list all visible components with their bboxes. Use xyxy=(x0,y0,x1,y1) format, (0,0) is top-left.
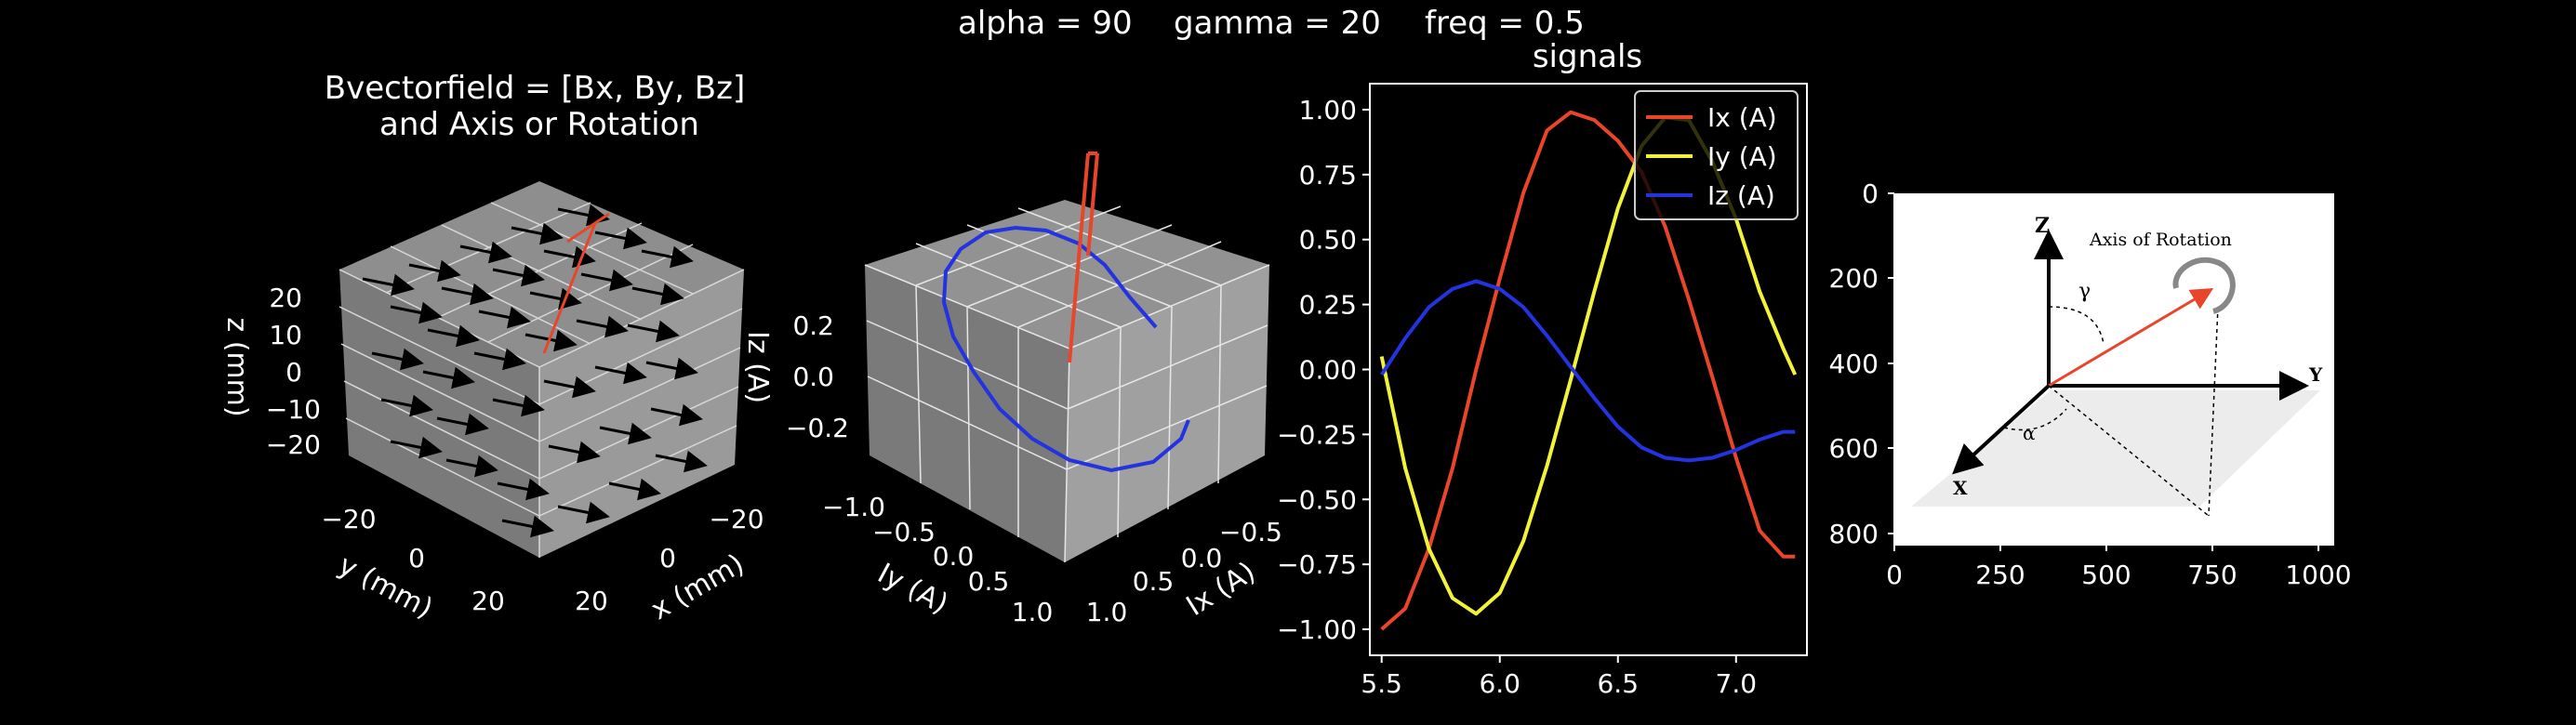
panel1-title-line1: Bvectorfield = [Bx, By, Bz] xyxy=(325,70,745,107)
panel-axis-diagram: Z Y X γ α Axis of Rotation 0 200 400 600… xyxy=(1829,178,2352,590)
signals-y-tick-label: 0.25 xyxy=(1299,290,1357,321)
panel1-left-pane xyxy=(339,270,539,558)
panel2-grid xyxy=(864,205,1270,563)
diagram-image-frame xyxy=(1893,193,2334,546)
signals-title: signals xyxy=(1533,38,1642,75)
diagram-alpha-label: α xyxy=(2023,422,2036,444)
diagram-rotation-arrow-icon xyxy=(2172,257,2236,314)
signals-legend-label: Iz (A) xyxy=(1707,180,1775,211)
diagram-x-tick: 500 xyxy=(2081,560,2131,590)
panel2-z-tick: 0.0 xyxy=(792,362,834,392)
diagram-x-tick: 750 xyxy=(2187,560,2237,590)
diagram-y-label: Y xyxy=(2308,363,2323,386)
signals-y-axis: 1.00 0.75 0.50 0.25 0.00 −0.25 −0.50 −0.75 −1.00 xyxy=(1277,95,1370,645)
diagram-y-tick: 0 xyxy=(1862,178,1879,209)
panel2-z-label: Iz (A) xyxy=(741,331,774,403)
panel1-z-tick: −10 xyxy=(266,394,321,425)
panel1-rotation-axis xyxy=(542,212,610,354)
signals-x-tick-label: 5.5 xyxy=(1361,668,1402,699)
signals-series-line-3 xyxy=(1380,279,1796,463)
panel-signals-chart: signals 1.00 0.75 0.50 0.25 0.00 −0.25 −0.50 −0… xyxy=(1277,38,1808,699)
panel2-y-tick: −0.5 xyxy=(872,517,936,547)
panel1-z-label: z (mm) xyxy=(220,317,253,416)
signals-legend-box xyxy=(1634,90,1799,220)
diagram-z-label: Z xyxy=(2035,214,2050,238)
panel1-x-tick: 0 xyxy=(659,543,676,573)
panel-current-trajectory: 0.2 0.0 −0.2 Iz (A) −1.0 −0.5 0.0 0.5 1.… xyxy=(741,152,1282,627)
panel2-x-tick: 1.0 xyxy=(1086,597,1128,627)
panel2-y-tick: 1.0 xyxy=(1012,597,1054,627)
suptitle-gamma: gamma = 20 xyxy=(1174,5,1381,42)
signals-legend-label: Ix (A) xyxy=(1707,102,1777,133)
panel2-z-tick: 0.2 xyxy=(792,310,834,341)
signals-y-tick-label: −0.75 xyxy=(1277,549,1357,580)
panel2-y-tick: 0.5 xyxy=(968,566,1010,597)
panel1-title-line2: and Axis or Rotation xyxy=(379,106,699,143)
panel2-x-tick: 0.5 xyxy=(1133,566,1175,597)
diagram-rotation-vector xyxy=(2048,287,2214,388)
panel1-right-pane xyxy=(539,270,744,558)
panel2-y-tick: −1.0 xyxy=(822,492,885,522)
signals-series-line-1 xyxy=(1380,110,1796,631)
diagram-ticks xyxy=(1888,192,2319,551)
suptitle-freq: freq = 0.5 xyxy=(1425,5,1585,42)
diagram-x-tick: 1000 xyxy=(2285,560,2351,590)
signals-y-tick-label: 0.75 xyxy=(1299,160,1357,191)
diagram-y-tick: 400 xyxy=(1829,349,1879,379)
signals-y-tick-label: −0.25 xyxy=(1277,419,1357,450)
signals-y-tick-label: −0.50 xyxy=(1277,484,1357,515)
signals-x-tick-label: 6.5 xyxy=(1597,668,1639,699)
diagram-x-tick: 0 xyxy=(1886,560,1903,590)
diagram-x-label: X xyxy=(1953,477,1968,499)
panel2-right-pane xyxy=(1065,265,1269,562)
diagram-y-tick: 200 xyxy=(1829,263,1879,294)
diagram-axes xyxy=(1952,230,2309,475)
signals-legend: Ix (A) Iy (A) Iz (A) xyxy=(1634,90,1799,220)
panel1-y-tick: −20 xyxy=(321,504,376,534)
signals-x-axis: 5.5 6.0 6.5 7.0 xyxy=(1361,655,1757,699)
panel1-quiver xyxy=(362,204,708,538)
diagram-y-tick: 800 xyxy=(1829,519,1879,549)
panel2-axis-line xyxy=(1068,152,1099,363)
panel2-y-tick: 0.0 xyxy=(933,541,975,572)
panel2-x-tick: 0.0 xyxy=(1181,543,1223,573)
panel1-z-tick: 0 xyxy=(285,357,302,388)
panel1-y-tick: 20 xyxy=(471,586,505,616)
diagram-axis-label: Axis of Rotation xyxy=(2089,230,2232,250)
panel1-x-tick: 20 xyxy=(575,586,608,616)
diagram-y-tick: 600 xyxy=(1829,433,1879,464)
panel2-z-tick: −0.2 xyxy=(786,413,849,443)
panel1-x-tick: −20 xyxy=(709,504,764,534)
signals-x-tick-label: 7.0 xyxy=(1716,668,1758,699)
diagram-projection-lines xyxy=(2003,306,2219,517)
panel-vector-field: Bvectorfield = [Bx, By, Bz] and Axis or … xyxy=(220,70,764,626)
diagram-floor-plane xyxy=(1911,390,2320,507)
signals-y-tick-label: 0.50 xyxy=(1299,225,1357,256)
diagram-x-tick: 250 xyxy=(1975,560,2025,590)
panel1-z-tick: 20 xyxy=(269,283,302,313)
signals-x-tick-label: 6.0 xyxy=(1479,668,1520,699)
signals-y-tick-label: −1.00 xyxy=(1277,614,1357,645)
signals-y-tick-label: 1.00 xyxy=(1299,95,1357,125)
panel2-top-pane xyxy=(865,200,1269,349)
panel1-z-tick: −20 xyxy=(266,429,321,460)
panel2-x-tick: −0.5 xyxy=(1219,517,1282,547)
signals-y-tick-label: 0.00 xyxy=(1299,355,1357,386)
suptitle-alpha: alpha = 90 xyxy=(958,5,1133,42)
panel1-y-tick: 0 xyxy=(408,543,425,573)
panel1-z-tick: 10 xyxy=(269,320,302,350)
diagram-gamma-label: γ xyxy=(2078,280,2091,303)
signals-legend-label: Iy (A) xyxy=(1707,141,1777,172)
